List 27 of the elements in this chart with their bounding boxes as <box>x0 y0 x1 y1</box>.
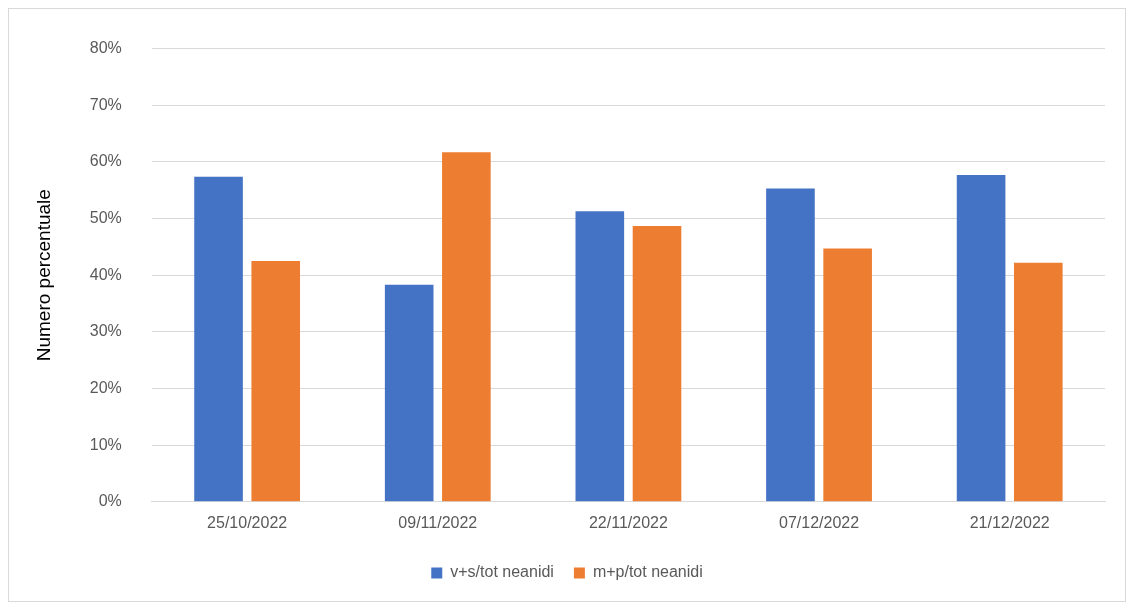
bar <box>632 225 682 502</box>
bar <box>823 248 872 502</box>
bar <box>251 261 301 502</box>
bar <box>1013 262 1063 502</box>
y-tick-label: 80% <box>89 39 122 57</box>
x-tick-label: 21/12/2022 <box>969 513 1050 531</box>
x-tick-label: 07/12/2022 <box>779 513 860 531</box>
legend-label: v+s/tot neanidi <box>450 563 554 581</box>
bar <box>384 284 434 502</box>
x-tick-label: 22/11/2022 <box>588 513 668 531</box>
x-tick-label: 09/11/2022 <box>398 513 478 531</box>
y-tick-label: 0% <box>98 492 122 510</box>
y-tick-label: 40% <box>89 265 122 283</box>
y-tick-label: 50% <box>89 208 122 226</box>
legend-label: m+p/tot neanidi <box>592 563 703 581</box>
bar <box>956 174 1006 502</box>
bar <box>442 152 491 502</box>
x-tick-label: 25/10/2022 <box>207 513 288 531</box>
bar <box>575 211 625 502</box>
y-tick-label: 10% <box>89 435 122 453</box>
y-tick-label: 70% <box>89 95 122 113</box>
bar <box>766 188 815 502</box>
y-tick-label: 60% <box>89 152 122 170</box>
y-tick-label: 20% <box>89 378 122 396</box>
bar <box>194 176 243 502</box>
y-tick-label: 30% <box>89 322 122 340</box>
y-axis-title: Numero percentuale <box>32 189 54 362</box>
